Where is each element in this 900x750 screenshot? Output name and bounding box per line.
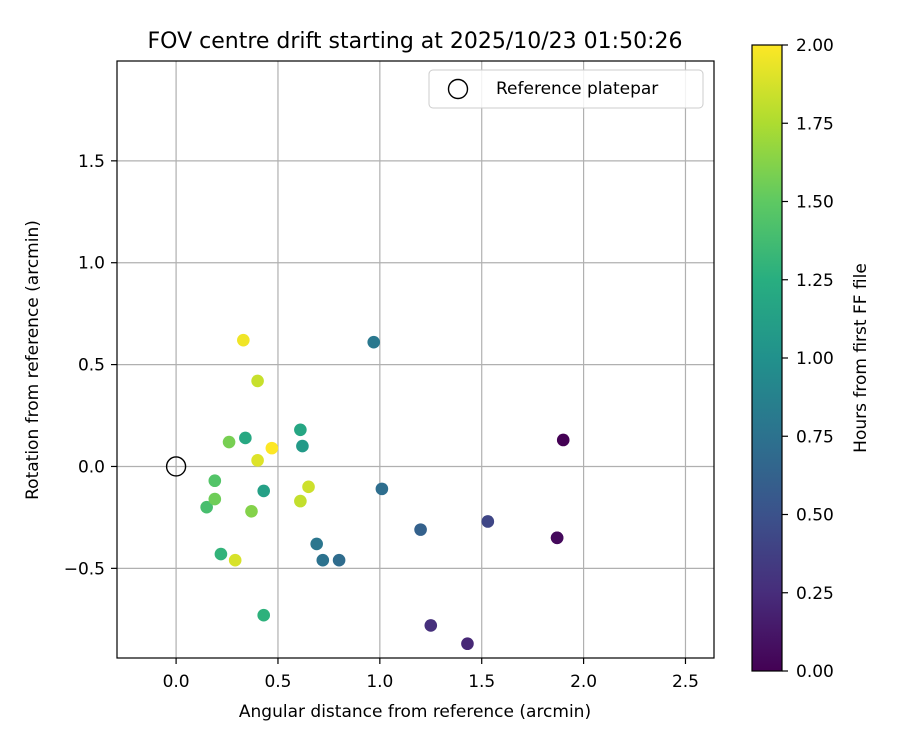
colorbar-tick-label: 0.50 bbox=[796, 506, 834, 526]
data-point bbox=[214, 547, 228, 561]
data-point bbox=[424, 619, 438, 632]
data-point bbox=[414, 523, 427, 536]
colorbar-label: Hours from first FF file bbox=[851, 263, 871, 453]
x-tick-label: 2.5 bbox=[672, 672, 699, 692]
colorbar-tick-label: 2.00 bbox=[796, 36, 834, 56]
colorbar-tick-label: 0.00 bbox=[796, 662, 834, 682]
data-point bbox=[251, 454, 264, 467]
data-point bbox=[550, 531, 564, 545]
y-axis-ticks: −0.5 0.0 0.5 1.0 1.5 bbox=[64, 152, 117, 579]
data-point bbox=[200, 500, 213, 514]
x-tick-label: 1.5 bbox=[468, 672, 495, 692]
reference-platepar-marker bbox=[165, 456, 187, 477]
colorbar-tick-label: 1.00 bbox=[796, 349, 834, 369]
data-point bbox=[367, 335, 381, 349]
x-tick-label: 1.0 bbox=[366, 672, 393, 692]
colorbar-tick-label: 1.25 bbox=[796, 271, 834, 291]
data-point bbox=[208, 492, 222, 506]
x-tick-label: 0.0 bbox=[163, 672, 190, 692]
y-tick-label: 1.5 bbox=[78, 152, 105, 172]
plot-frame bbox=[116, 60, 715, 659]
chart-title: FOV centre drift starting at 2025/10/23 … bbox=[148, 29, 683, 54]
data-point bbox=[332, 553, 346, 567]
data-point bbox=[257, 608, 271, 622]
legend-reference-marker bbox=[447, 78, 469, 100]
data-point bbox=[228, 553, 242, 567]
data-point bbox=[310, 537, 323, 551]
data-point bbox=[265, 441, 279, 455]
x-tick-label: 0.5 bbox=[264, 672, 291, 692]
data-point bbox=[316, 553, 330, 567]
data-point bbox=[556, 433, 570, 447]
colorbar-tick-label: 0.25 bbox=[796, 584, 834, 604]
data-point bbox=[294, 423, 307, 437]
y-tick-label: 0.5 bbox=[78, 356, 105, 376]
legend-box bbox=[428, 69, 704, 109]
data-point bbox=[296, 439, 309, 453]
colorbar-tick-label: 1.75 bbox=[796, 114, 834, 134]
scatter-points bbox=[200, 333, 570, 651]
data-point bbox=[237, 333, 250, 347]
data-point bbox=[251, 374, 264, 388]
data-point bbox=[239, 431, 252, 445]
data-point bbox=[257, 484, 271, 498]
colorbar-tick-label: 0.75 bbox=[796, 427, 834, 447]
x-tick-label: 2.0 bbox=[570, 672, 597, 692]
reference-marker-group bbox=[165, 456, 187, 477]
data-point bbox=[461, 637, 474, 651]
data-point bbox=[481, 515, 495, 528]
legend: Reference platepar bbox=[428, 69, 704, 109]
legend-label-reference: Reference platepar bbox=[496, 79, 658, 99]
colorbar-tick-label: 1.50 bbox=[796, 193, 834, 213]
colorbar-gradient bbox=[752, 45, 782, 671]
x-axis-label: Angular distance from reference (arcmin) bbox=[239, 702, 591, 722]
y-tick-label: 0.0 bbox=[78, 457, 105, 477]
data-point bbox=[302, 480, 315, 494]
data-point bbox=[222, 435, 236, 449]
data-point bbox=[245, 504, 258, 518]
colorbar-ticks: 0.00 0.25 0.50 0.75 1.00 1.25 1.50 1.75 2.00 bbox=[782, 36, 834, 682]
data-point bbox=[208, 474, 222, 488]
colorbar: 0.00 0.25 0.50 0.75 1.00 1.25 1.50 1.75 2.00 Hou… bbox=[751, 36, 871, 682]
y-tick-label: −0.5 bbox=[64, 559, 105, 579]
y-tick-label: 1.0 bbox=[78, 254, 105, 274]
x-axis-ticks: 0.0 0.5 1.0 1.5 2.0 2.5 bbox=[163, 658, 699, 692]
grid-lines bbox=[117, 61, 714, 658]
y-axis-label: Rotation from reference (arcmin) bbox=[23, 220, 43, 500]
data-point bbox=[294, 494, 307, 508]
data-point bbox=[375, 482, 389, 496]
